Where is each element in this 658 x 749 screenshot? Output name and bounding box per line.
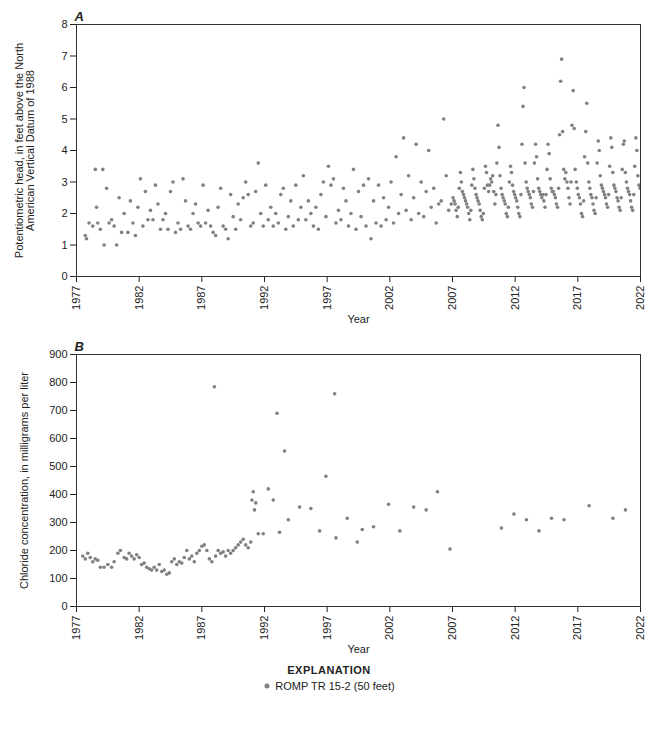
svg-text:1987: 1987	[195, 616, 207, 640]
svg-text:1977: 1977	[70, 616, 82, 640]
svg-text:1977: 1977	[70, 286, 82, 310]
svg-text:A: A	[74, 9, 84, 24]
svg-text:1: 1	[61, 239, 67, 251]
html-text:EXPLANATION: EXPLANATION	[287, 664, 371, 676]
svg-text:100: 100	[49, 572, 67, 584]
svg-text:2007: 2007	[446, 616, 458, 640]
svg-text:700: 700	[49, 404, 67, 416]
svg-text:1982: 1982	[133, 616, 145, 640]
svg-text:2002: 2002	[383, 286, 395, 310]
svg-text:Year: Year	[347, 643, 370, 655]
svg-text:2002: 2002	[383, 616, 395, 640]
svg-text:0: 0	[61, 600, 67, 612]
svg-text:1982: 1982	[133, 286, 145, 310]
svg-text:500: 500	[49, 460, 67, 472]
svg-text:2022: 2022	[634, 616, 646, 640]
svg-text:0: 0	[61, 270, 67, 282]
svg-text:200: 200	[49, 544, 67, 556]
svg-text:Potentiometric head, in feet a: Potentiometric head, in feet above the N…	[13, 43, 36, 258]
svg-text:2007: 2007	[446, 286, 458, 310]
svg-text:400: 400	[49, 488, 67, 500]
svg-text:900: 900	[49, 348, 67, 360]
svg-text:1992: 1992	[258, 286, 270, 310]
svg-text:2012: 2012	[509, 616, 521, 640]
svg-text:7: 7	[61, 50, 67, 62]
svg-text:8: 8	[61, 18, 67, 30]
svg-text:Year: Year	[347, 313, 370, 325]
svg-text:2: 2	[61, 207, 67, 219]
svg-text:1997: 1997	[321, 616, 333, 640]
svg-text:2022: 2022	[634, 286, 646, 310]
svg-text:1997: 1997	[321, 286, 333, 310]
svg-text:600: 600	[49, 432, 67, 444]
svg-text:800: 800	[49, 376, 67, 388]
svg-text:2017: 2017	[571, 616, 583, 640]
svg-text:2017: 2017	[571, 286, 583, 310]
svg-text:5: 5	[61, 113, 67, 125]
svg-text:Chloride concentration, in mil: Chloride concentration, in milligrams pe…	[18, 372, 30, 589]
svg-text:B: B	[75, 339, 84, 354]
html-text:ROMP TR 15-2 (50 feet): ROMP TR 15-2 (50 feet)	[275, 680, 395, 692]
svg-text:4: 4	[61, 144, 67, 156]
svg-text:6: 6	[61, 81, 67, 93]
svg-text:1987: 1987	[195, 286, 207, 310]
svg-text:3: 3	[61, 176, 67, 188]
svg-text:300: 300	[49, 516, 67, 528]
svg-text:1992: 1992	[258, 616, 270, 640]
svg-text:2012: 2012	[509, 286, 521, 310]
